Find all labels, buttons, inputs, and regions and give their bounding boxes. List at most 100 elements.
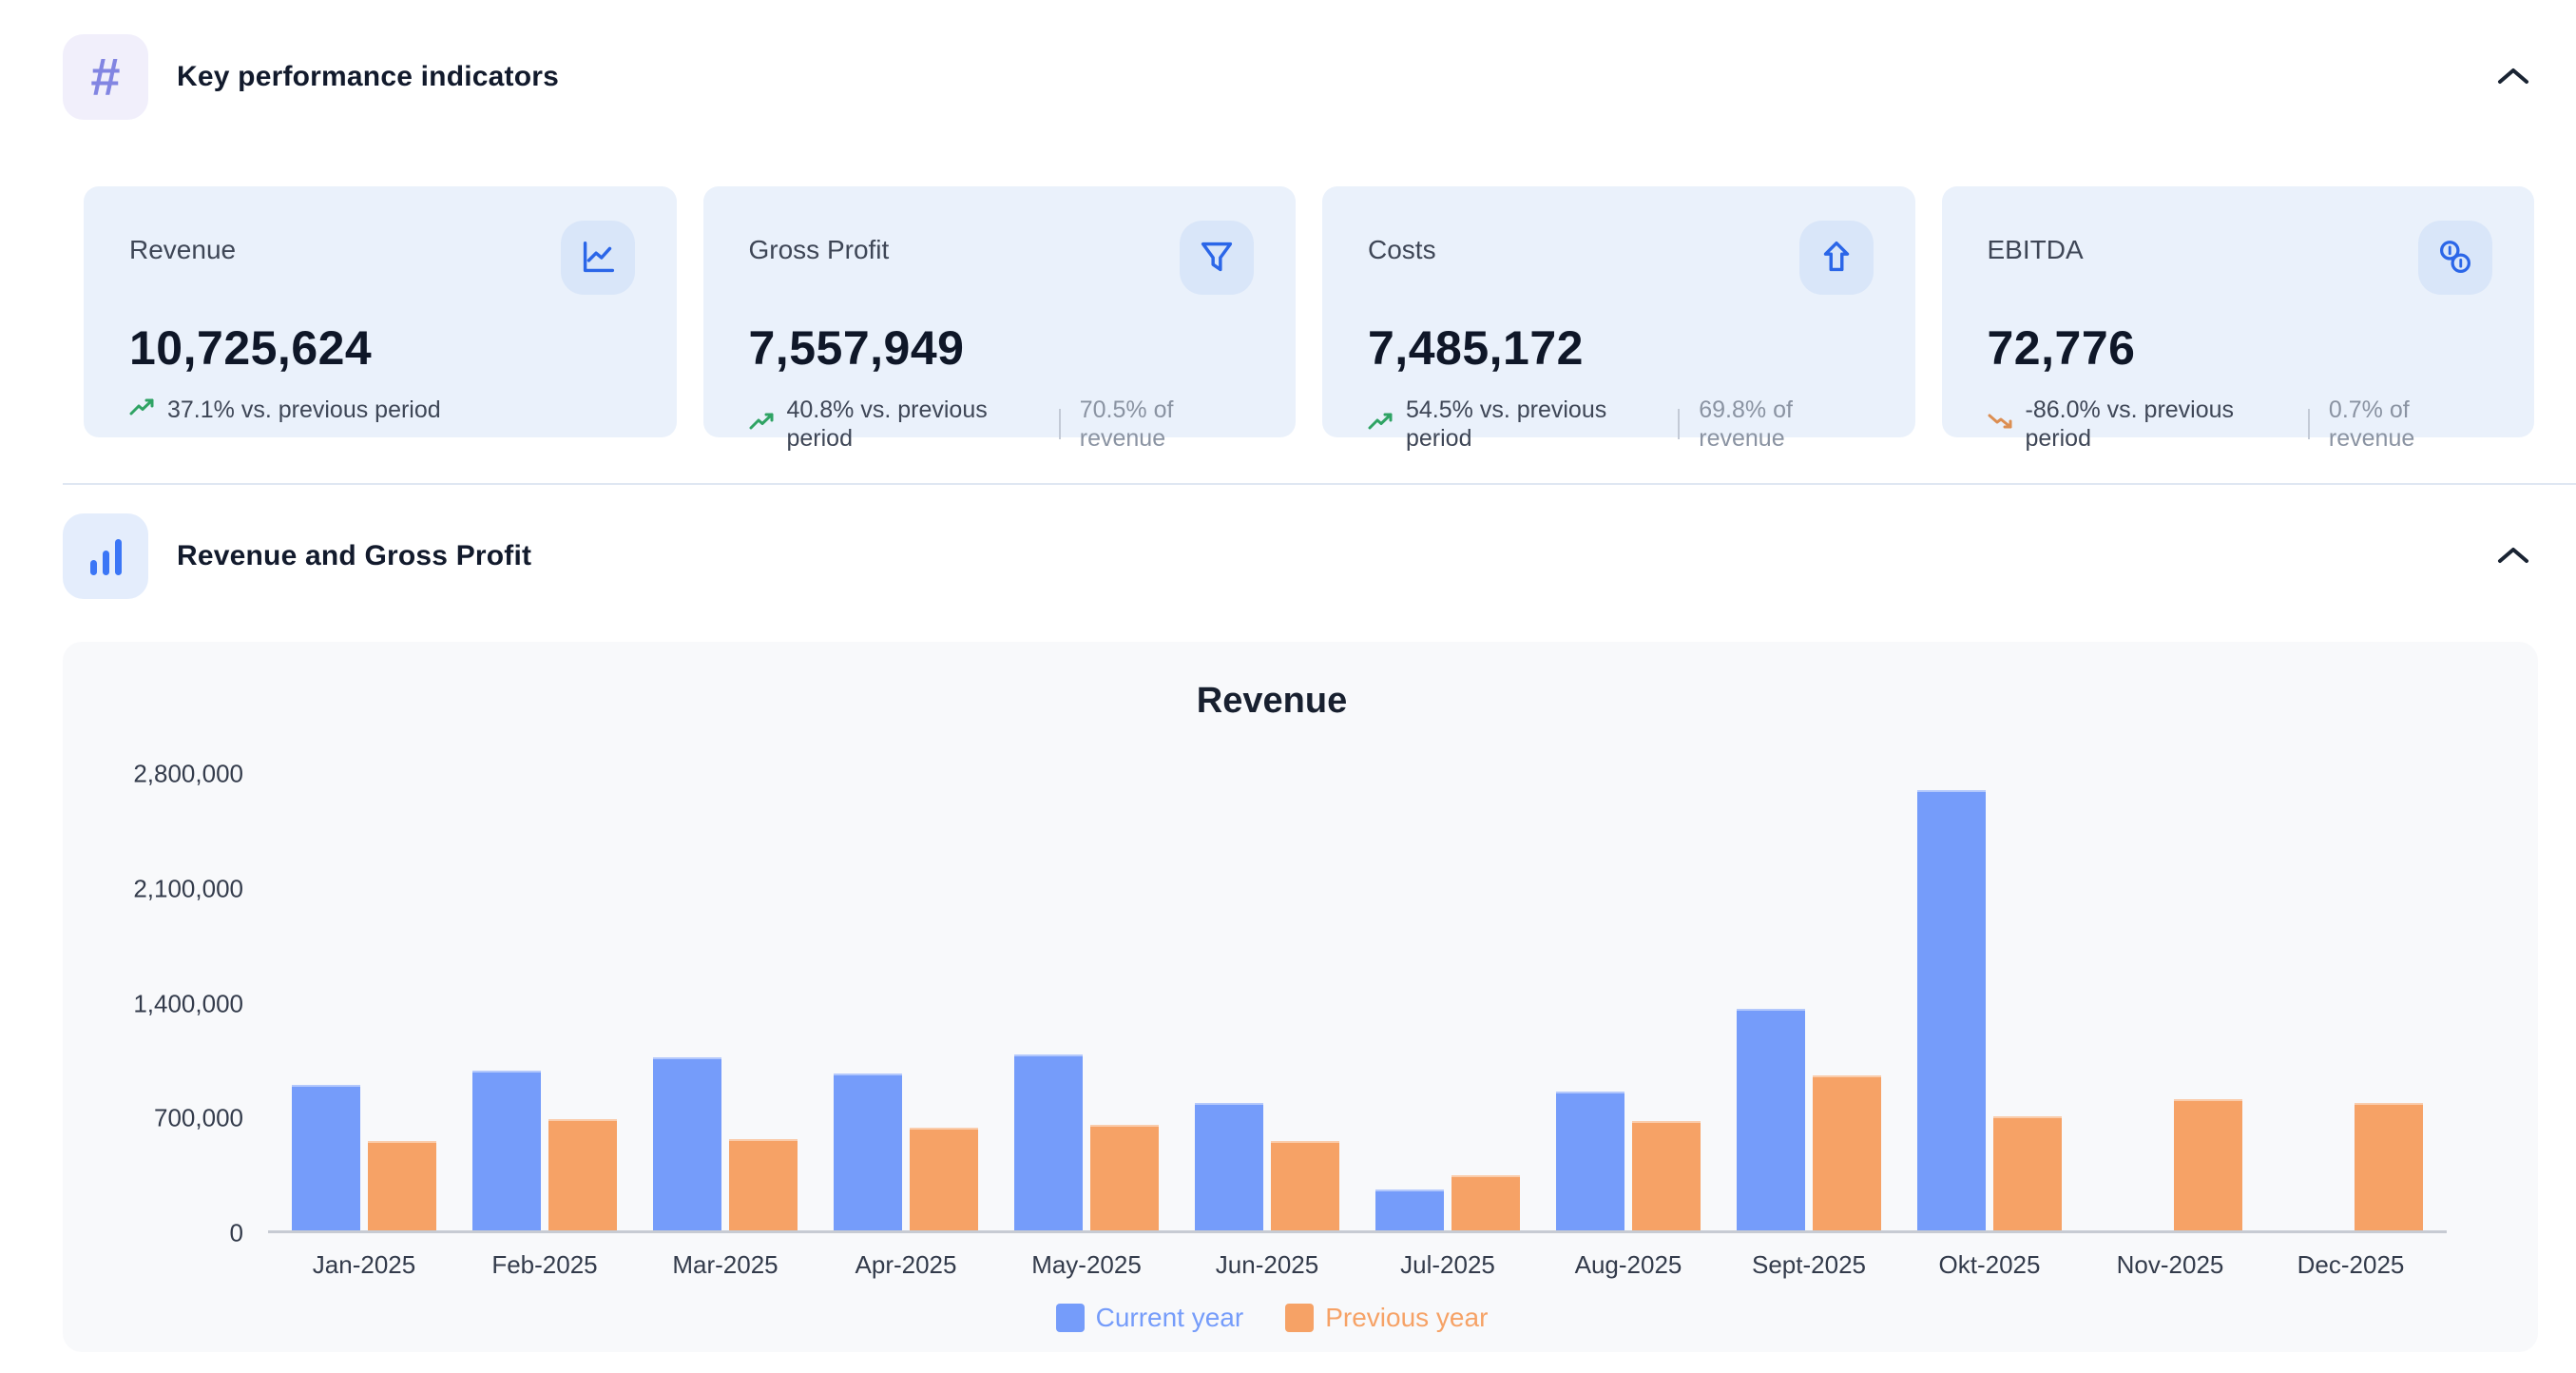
- bar[interactable]: [2355, 1103, 2423, 1230]
- chart-collapse-button[interactable]: [2489, 537, 2538, 576]
- month-cluster: [996, 774, 1177, 1230]
- chart-section-title: Revenue and Gross Profit: [177, 540, 532, 571]
- legend-label: Previous year: [1325, 1303, 1489, 1332]
- month-cluster: [1177, 774, 1357, 1230]
- x-axis-label: Nov-2025: [2116, 1250, 2224, 1279]
- kpi-sub-divider: [1058, 409, 1061, 439]
- line-chart-icon: [560, 221, 635, 295]
- bar[interactable]: [1090, 1125, 1159, 1230]
- bar[interactable]: [834, 1073, 902, 1230]
- kpi-delta: 54.5% vs. previous period: [1368, 396, 1659, 453]
- bar[interactable]: [548, 1119, 617, 1230]
- plot-clusters: [268, 774, 2447, 1233]
- bar[interactable]: [1556, 1092, 1624, 1230]
- month-cluster: [1357, 774, 1538, 1230]
- month-cluster: [274, 774, 454, 1230]
- chart-title: Revenue: [1196, 681, 1348, 721]
- bar[interactable]: [292, 1085, 360, 1230]
- kpi-card-ebitda: EBITDA 72,776 -86.0% vs. previous period…: [1941, 186, 2534, 452]
- x-axis-labels: Jan-2025 Feb-2025 Mar-2025 Apr-2025 May-2025…: [268, 1233, 2447, 1280]
- bar[interactable]: [1451, 1174, 1520, 1230]
- bar[interactable]: [729, 1139, 798, 1230]
- bar-chart-icon: [63, 513, 148, 599]
- bar[interactable]: [653, 1057, 721, 1230]
- month-cluster: [2080, 774, 2260, 1230]
- revenue-chart-panel: Revenue 0 700,000 1,400,000 2,100,000 2,800,…: [63, 642, 2538, 1352]
- x-axis-label: Jul-2025: [1400, 1250, 1495, 1279]
- bar[interactable]: [1375, 1189, 1444, 1230]
- kpi-delta: 37.1% vs. previous period: [129, 396, 441, 424]
- bar[interactable]: [1014, 1054, 1083, 1230]
- bar[interactable]: [1271, 1140, 1339, 1230]
- section-divider: [63, 483, 2576, 485]
- trend-up-icon: [1368, 410, 1396, 438]
- y-axis-tick: 2,100,000: [133, 874, 243, 903]
- legend-item[interactable]: Previous year: [1285, 1303, 1488, 1333]
- hash-icon: #: [63, 34, 148, 120]
- bar[interactable]: [1993, 1116, 2062, 1230]
- kpi-label: EBITDA: [1987, 235, 2084, 264]
- plot-row: 0 700,000 1,400,000 2,100,000 2,800,000: [97, 760, 2447, 1247]
- chart-legend: Current year Previous year: [97, 1303, 2447, 1333]
- kpi-delta-text: 40.8% vs. previous period: [786, 396, 988, 452]
- chevron-up-icon: [2496, 68, 2530, 89]
- bar[interactable]: [368, 1140, 436, 1230]
- legend-swatch: [1055, 1304, 1085, 1332]
- x-axis-label: Apr-2025: [855, 1250, 957, 1279]
- month-cluster: [454, 774, 635, 1230]
- kpi-collapse-button[interactable]: [2489, 58, 2538, 97]
- y-axis-tick: 1,400,000: [133, 989, 243, 1017]
- kpi-sub-divider: [2308, 409, 2310, 439]
- kpi-share-text: 70.5% of revenue: [1079, 396, 1174, 452]
- kpi-card-costs: Costs 7,485,172 54.5% vs. previous perio…: [1322, 186, 1915, 452]
- kpi-card-revenue: Revenue 10,725,624 37.1% vs. previous pe…: [84, 186, 677, 437]
- kpi-value: 10,725,624: [129, 321, 373, 375]
- coins-icon: [2418, 221, 2492, 295]
- y-axis-tick: 700,000: [154, 1103, 243, 1132]
- kpi-section-title: Key performance indicators: [177, 61, 559, 92]
- x-axis-label: Mar-2025: [672, 1250, 779, 1279]
- kpi-delta: -86.0% vs. previous period: [1988, 396, 2290, 453]
- kpi-section-header: # Key performance indicators: [63, 0, 2576, 120]
- x-axis-label: Aug-2025: [1574, 1250, 1682, 1279]
- x-axis-label: Sept-2025: [1752, 1250, 1866, 1279]
- bar[interactable]: [1737, 1008, 1805, 1230]
- kpi-cards-row: Revenue 10,725,624 37.1% vs. previous pe…: [84, 186, 2534, 452]
- month-cluster: [2260, 774, 2441, 1230]
- kpi-delta-text: 37.1% vs. previous period: [167, 396, 441, 423]
- y-axis: 0 700,000 1,400,000 2,100,000 2,800,000: [97, 760, 268, 1247]
- trend-up-icon: [749, 410, 778, 438]
- y-axis-tick: 2,800,000: [133, 759, 243, 788]
- bar[interactable]: [2174, 1099, 2242, 1230]
- filter-icon: [1180, 221, 1254, 295]
- arrow-up-icon: [1798, 221, 1874, 295]
- x-axis-label: Jun-2025: [1215, 1250, 1319, 1279]
- x-axis-label: Jan-2025: [312, 1250, 416, 1279]
- legend-item[interactable]: Current year: [1055, 1303, 1244, 1333]
- kpi-share-text: 0.7% of revenue: [2328, 396, 2415, 452]
- bar[interactable]: [1632, 1121, 1701, 1230]
- x-axis-label: Dec-2025: [2297, 1250, 2405, 1279]
- kpi-delta-text: 54.5% vs. previous period: [1406, 396, 1607, 452]
- kpi-share-text: 69.8% of revenue: [1699, 396, 1793, 452]
- x-axis-label: Okt-2025: [1938, 1250, 2041, 1279]
- bar[interactable]: [472, 1071, 541, 1230]
- kpi-label: Costs: [1368, 235, 1436, 264]
- month-cluster: [635, 774, 816, 1230]
- month-cluster: [1538, 774, 1719, 1230]
- bar[interactable]: [1917, 790, 1986, 1230]
- month-cluster: [1899, 774, 2080, 1230]
- bar[interactable]: [1813, 1075, 1881, 1230]
- chart-section-header: Revenue and Gross Profit: [63, 513, 2576, 599]
- bar[interactable]: [1195, 1103, 1263, 1230]
- trend-up-icon: [129, 396, 158, 424]
- kpi-value: 7,485,172: [1368, 321, 1584, 375]
- bar[interactable]: [910, 1128, 978, 1230]
- y-axis-tick: 0: [229, 1218, 243, 1247]
- legend-label: Current year: [1095, 1303, 1244, 1332]
- chevron-up-icon: [2496, 547, 2530, 569]
- x-axis-label: May-2025: [1031, 1250, 1142, 1279]
- kpi-delta-text: -86.0% vs. previous period: [2025, 396, 2235, 452]
- kpi-card-gross-profit: Gross Profit 7,557,949 40.8% vs. previou…: [702, 186, 1296, 452]
